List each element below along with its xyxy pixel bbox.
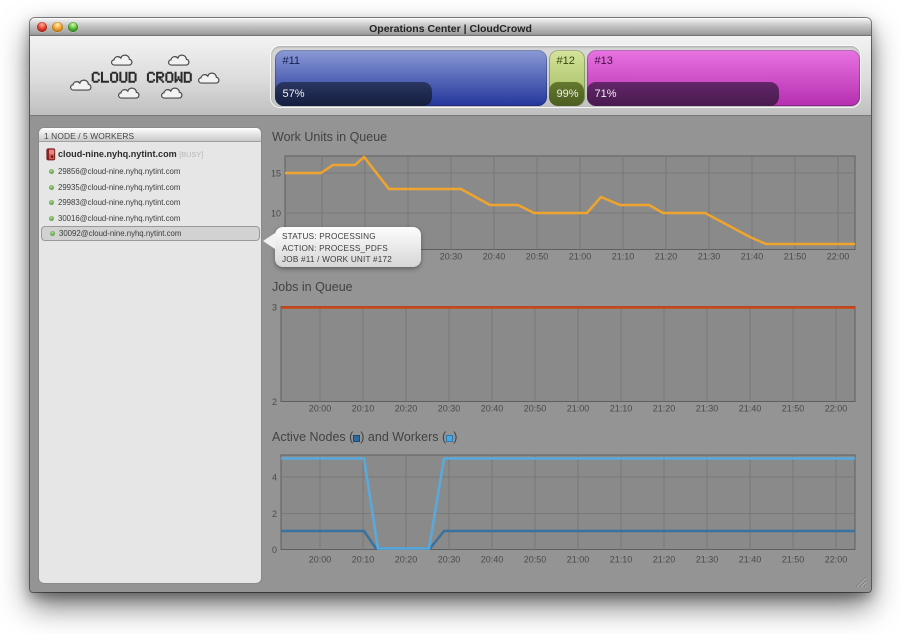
svg-text:21:20: 21:20 <box>655 252 678 262</box>
svg-text:21:10: 21:10 <box>610 404 633 414</box>
svg-text:21:00: 21:00 <box>567 555 590 565</box>
svg-text:3: 3 <box>272 303 277 313</box>
svg-text:20:30: 20:30 <box>438 404 461 414</box>
svg-text:20:50: 20:50 <box>524 404 547 414</box>
svg-text:20:30: 20:30 <box>438 555 461 565</box>
svg-text:2: 2 <box>272 397 277 407</box>
svg-text:20:20: 20:20 <box>395 404 418 414</box>
svg-text:20:10: 20:10 <box>352 555 375 565</box>
svg-text:20:00: 20:00 <box>309 404 332 414</box>
svg-text:21:00: 21:00 <box>569 252 592 262</box>
svg-text:20:20: 20:20 <box>395 555 418 565</box>
svg-text:22:00: 22:00 <box>827 252 850 262</box>
svg-text:20:40: 20:40 <box>483 252 506 262</box>
svg-text:21:40: 21:40 <box>739 404 762 414</box>
svg-text:21:40: 21:40 <box>739 555 762 565</box>
svg-text:20:40: 20:40 <box>481 404 504 414</box>
svg-text:21:50: 21:50 <box>784 252 807 262</box>
svg-text:0: 0 <box>272 545 277 555</box>
svg-text:21:20: 21:20 <box>653 404 676 414</box>
svg-text:2: 2 <box>272 509 277 519</box>
svg-text:20:00: 20:00 <box>309 555 332 565</box>
svg-text:21:10: 21:10 <box>612 252 635 262</box>
svg-text:20:50: 20:50 <box>526 252 549 262</box>
svg-text:21:40: 21:40 <box>741 252 764 262</box>
svg-text:20:50: 20:50 <box>524 555 547 565</box>
svg-text:22:00: 22:00 <box>825 404 848 414</box>
svg-text:4: 4 <box>272 473 277 483</box>
svg-text:21:30: 21:30 <box>696 404 719 414</box>
svg-text:20:10: 20:10 <box>352 404 375 414</box>
svg-text:10: 10 <box>271 209 281 219</box>
svg-text:21:00: 21:00 <box>567 404 590 414</box>
svg-text:20:30: 20:30 <box>440 252 463 262</box>
svg-text:20:40: 20:40 <box>481 555 504 565</box>
svg-text:21:20: 21:20 <box>653 555 676 565</box>
svg-text:21:50: 21:50 <box>782 555 805 565</box>
svg-text:15: 15 <box>271 169 281 179</box>
svg-text:21:10: 21:10 <box>610 555 633 565</box>
svg-text:21:30: 21:30 <box>698 252 721 262</box>
svg-text:21:30: 21:30 <box>696 555 719 565</box>
svg-text:21:50: 21:50 <box>782 404 805 414</box>
svg-text:22:00: 22:00 <box>825 555 848 565</box>
